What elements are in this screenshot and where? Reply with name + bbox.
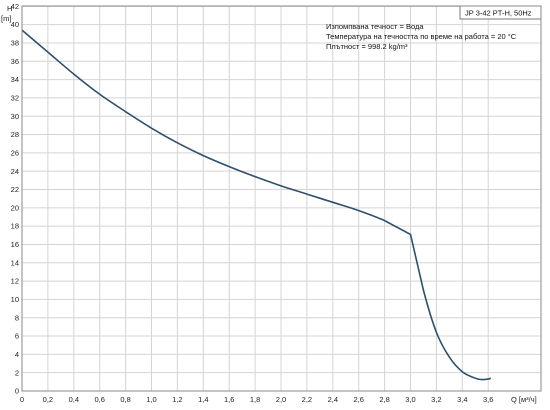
chart-title: JP 3-42 PT-H, 50Hz: [465, 9, 532, 18]
x-tick-label: 3,2: [431, 395, 441, 404]
y-tick-label: 28: [11, 130, 19, 139]
x-tick-label: 3,4: [457, 395, 467, 404]
y-tick-label: 14: [11, 258, 19, 267]
series-line-qh-curve: [21, 29, 492, 381]
x-tick-label: 2,4: [328, 395, 338, 404]
y-tick-label: 26: [11, 148, 19, 157]
x-tick-label: 2,8: [379, 395, 389, 404]
y-tick-label: 18: [11, 222, 19, 231]
y-tick-label: 8: [15, 313, 19, 322]
plot-frame: [21, 5, 542, 392]
x-tick-label: 2,2: [302, 395, 312, 404]
x-tick-label: 1,0: [146, 395, 156, 404]
y-tick-label: 4: [15, 350, 19, 359]
y-tick-label: 32: [11, 94, 19, 103]
y-tick-label: 20: [11, 203, 19, 212]
x-axis-label: Q [м³/ч]: [511, 395, 537, 404]
y-tick-label: 12: [11, 277, 19, 286]
x-tick-label: 1,4: [198, 395, 208, 404]
x-tick-labels: 0 0,2 0,4 0,6 0,8 1,0 1,2 1,4 1,6 1,8 2,0 2,2 2,4 2,6…: [20, 395, 494, 404]
x-tick-label: 1,8: [250, 395, 260, 404]
y-tick-labels: 0246810121416182022242628303234363840424…: [11, 2, 19, 396]
y-tick-label: 30: [11, 112, 19, 121]
y-tick-label: 24: [11, 167, 19, 176]
y-axis-unit: [m]: [1, 14, 11, 23]
grid: [21, 5, 541, 392]
x-tick-label: 0,8: [120, 395, 130, 404]
x-tick-label: 2,0: [276, 395, 286, 404]
info-line-fluid: Изпомпвана течност = Вода: [326, 22, 424, 31]
x-tick-label: 2,6: [353, 395, 363, 404]
x-tick-label: 1,6: [224, 395, 234, 404]
x-tick-label: 0,2: [43, 395, 53, 404]
x-tick-label: 0: [20, 395, 24, 404]
x-tick-label: 3,0: [405, 395, 415, 404]
y-tick-label: 34: [11, 75, 19, 84]
y-tick-label: 40: [11, 20, 19, 29]
x-tick-label: 0,6: [94, 395, 104, 404]
series-layer: [21, 29, 492, 381]
y-tick-label: 22: [11, 185, 19, 194]
x-tick-label: 0,4: [69, 395, 79, 404]
y-axis-label: H: [7, 4, 12, 13]
y-tick-label: 0: [15, 387, 19, 396]
info-line-density: Плътност = 998.2 kg/m³: [326, 42, 408, 51]
y-tick-label: 42: [11, 2, 19, 11]
y-tick-label: 10: [11, 295, 19, 304]
x-tick-label: 3,6: [483, 395, 493, 404]
y-tick-label: 16: [11, 240, 19, 249]
y-tick-label: 38: [11, 39, 19, 48]
info-line-temperature: Температура на течността по време на раб…: [326, 32, 517, 41]
y-tick-label: 2: [15, 368, 19, 377]
y-tick-label: 6: [15, 332, 19, 341]
x-tick-label: 1,2: [172, 395, 182, 404]
y-tick-label: 36: [11, 57, 19, 66]
